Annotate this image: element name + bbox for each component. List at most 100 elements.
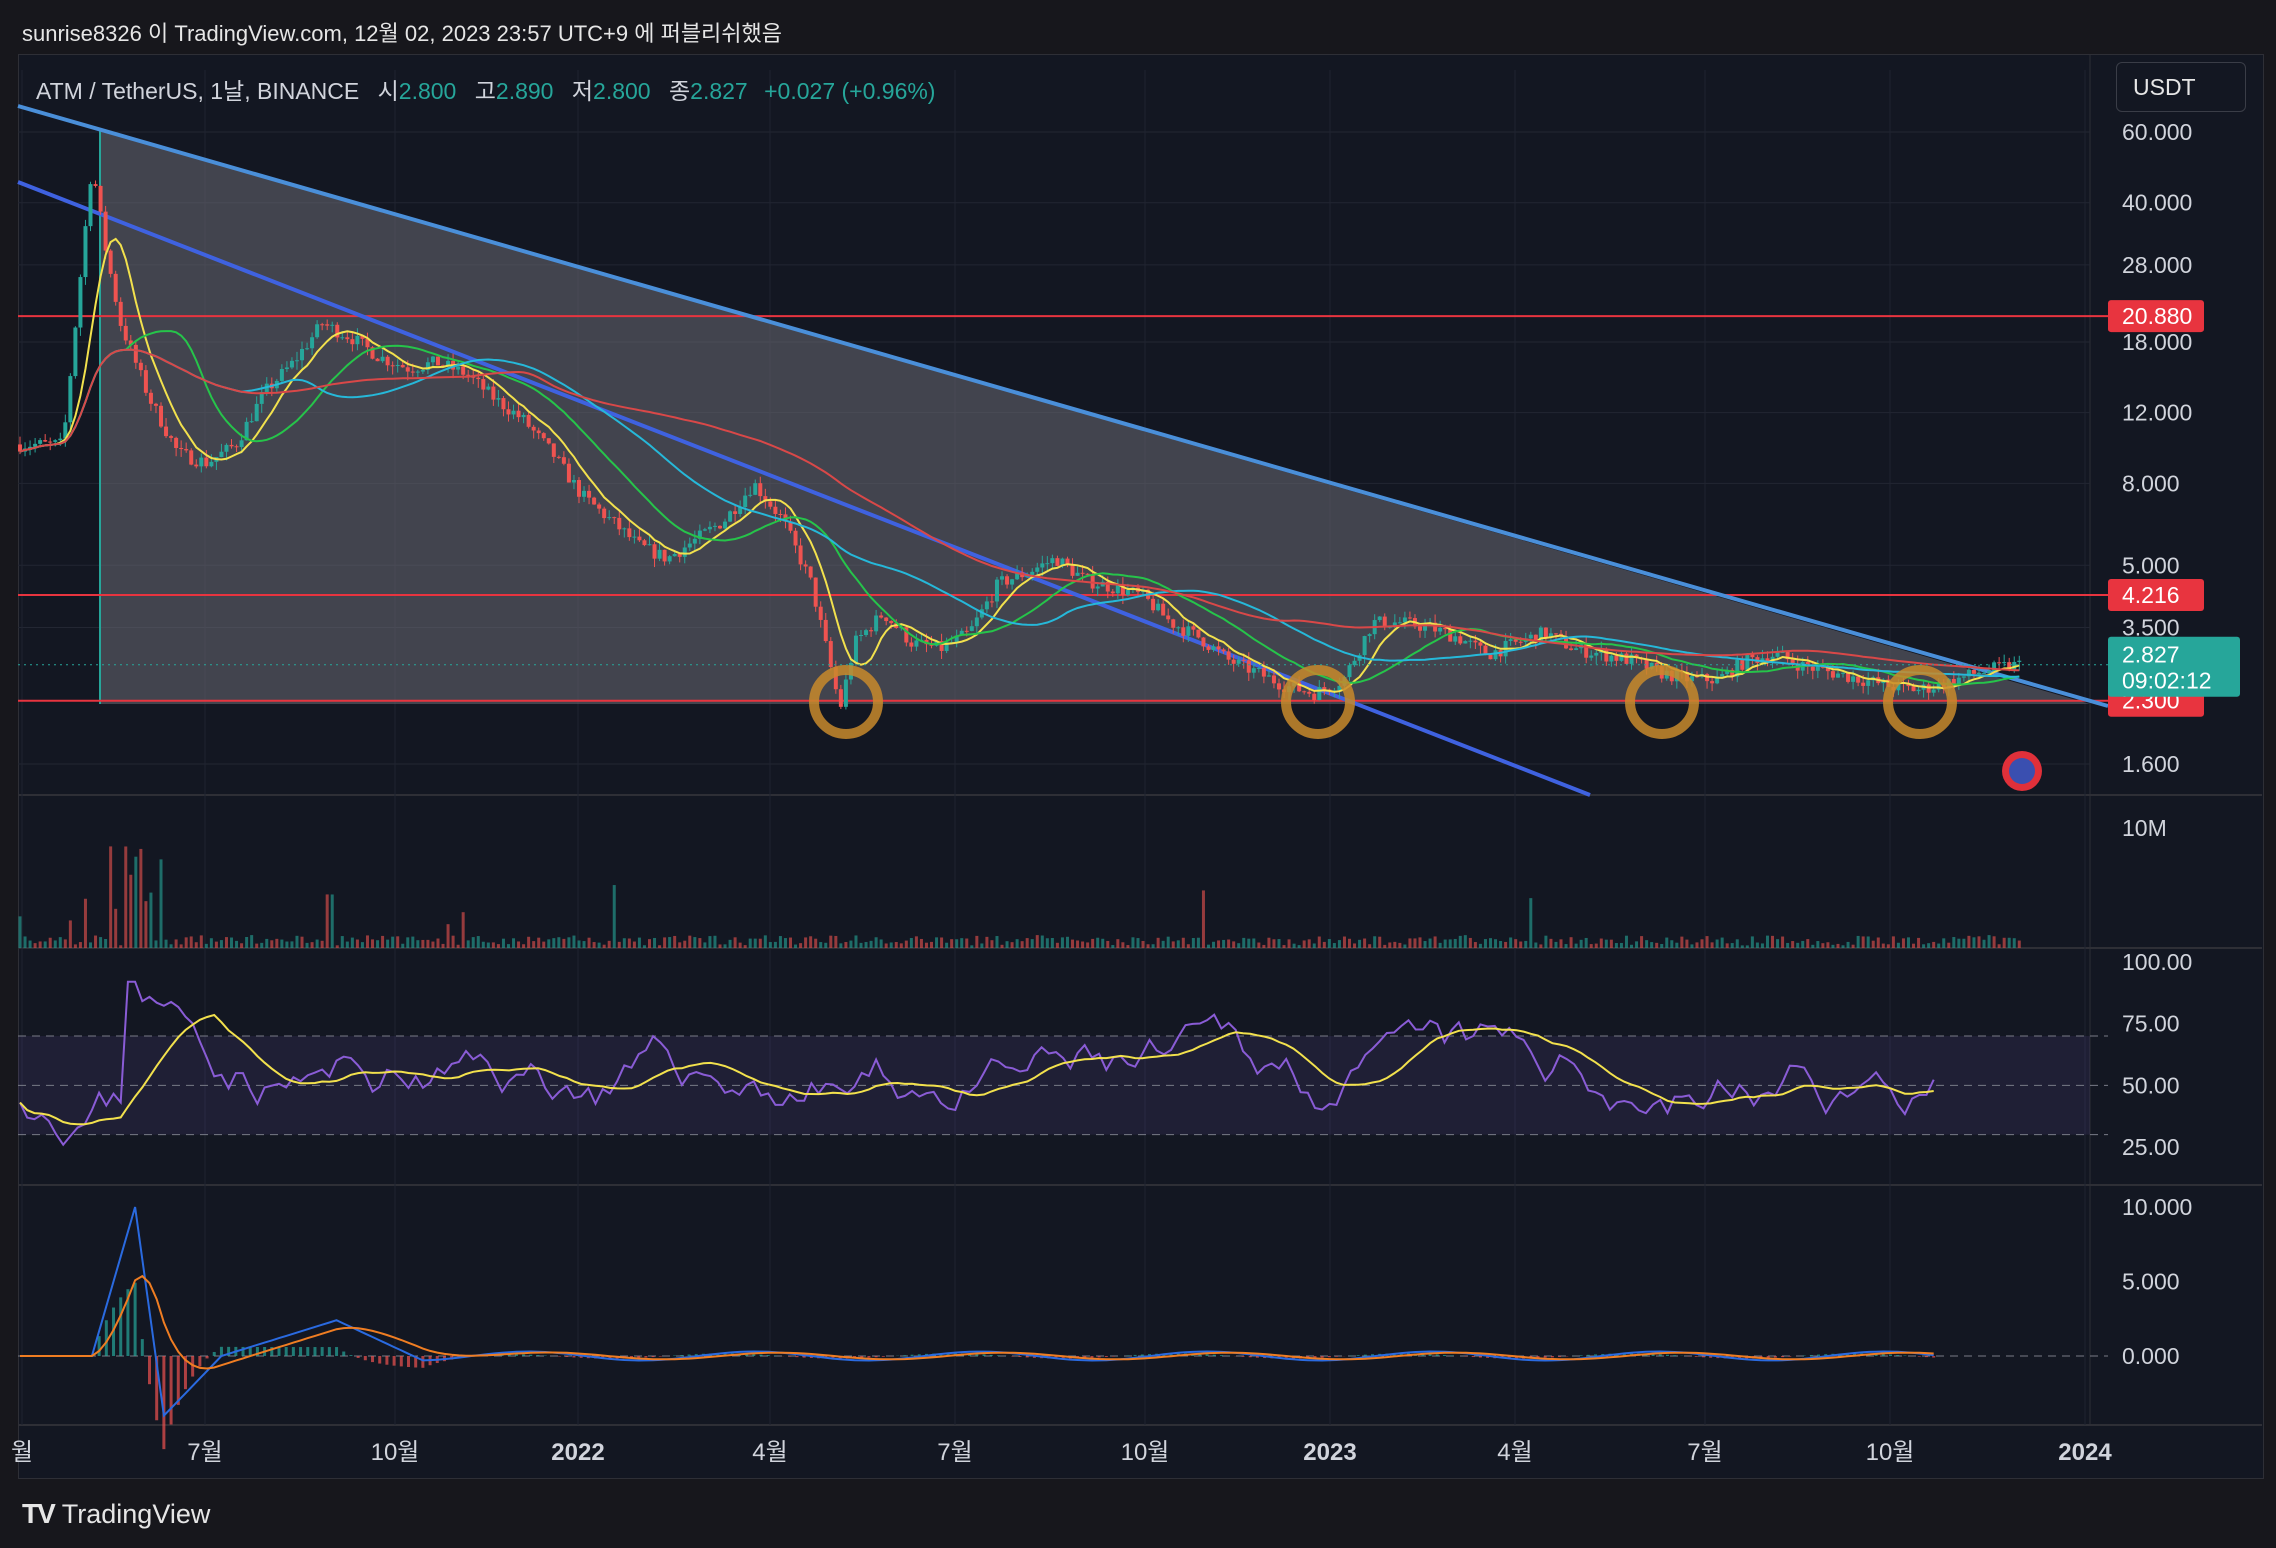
volume-bar xyxy=(1912,943,1916,948)
volume-bar xyxy=(532,941,536,948)
macd-histogram-bar xyxy=(176,1356,180,1405)
candle-body xyxy=(118,301,123,326)
volume-bar xyxy=(647,939,651,948)
volume-bar xyxy=(572,935,576,948)
volume-bar xyxy=(1604,939,1608,948)
macd-histogram-bar xyxy=(1486,1356,1490,1358)
volume-bar xyxy=(904,940,908,948)
volume-bar xyxy=(794,944,798,948)
candle-body xyxy=(889,621,894,624)
volume-bar xyxy=(1987,935,1991,948)
candle-body xyxy=(148,392,153,404)
volume-bar xyxy=(879,939,883,948)
candle-body xyxy=(1246,660,1251,673)
volume-bar xyxy=(1091,938,1095,948)
volume-bar xyxy=(799,943,803,948)
volume-bar xyxy=(1796,942,1800,948)
volume-bar xyxy=(1373,936,1377,948)
macd-histogram-bar xyxy=(1241,1356,1245,1357)
macd-histogram-bar xyxy=(1658,1354,1662,1356)
support-touch-circle xyxy=(1281,665,1355,739)
macd-histogram-bar xyxy=(1435,1354,1439,1356)
volume-bar xyxy=(924,942,928,948)
candle-body xyxy=(310,337,315,349)
macd-histogram-bar xyxy=(371,1356,375,1363)
volume-bar xyxy=(708,936,712,948)
macd-histogram-bar xyxy=(1212,1354,1216,1356)
candle-body xyxy=(793,530,798,546)
macd-histogram-bar xyxy=(1248,1356,1252,1358)
volume-bar xyxy=(1327,939,1331,948)
candle-body xyxy=(521,414,526,418)
volume-bar xyxy=(486,942,490,948)
candle-body xyxy=(1745,653,1750,670)
currency-selector[interactable]: USDT xyxy=(2116,62,2246,112)
macd-histogram-bar xyxy=(565,1356,569,1357)
moving-average-line xyxy=(19,348,2020,672)
volume-bar xyxy=(1443,939,1447,948)
volume-bar xyxy=(970,945,974,948)
macd-histogram-bar xyxy=(536,1355,540,1356)
candle-body xyxy=(153,403,158,406)
volume-bar xyxy=(1257,942,1261,948)
candle-body xyxy=(1750,653,1755,658)
volume-bar xyxy=(300,936,304,948)
macd-histogram-bar xyxy=(680,1354,684,1356)
low-label: 저 xyxy=(571,78,594,104)
candle-body xyxy=(385,356,390,366)
macd-histogram-bar xyxy=(399,1356,403,1367)
candle-body xyxy=(1362,636,1367,656)
candle-body xyxy=(1906,683,1911,687)
candle-body xyxy=(1402,617,1407,623)
macd-histogram-bar xyxy=(788,1356,792,1357)
volume-bar xyxy=(1111,945,1115,948)
candle-body xyxy=(68,376,73,423)
volume-bar xyxy=(285,941,289,948)
candle-body xyxy=(73,327,78,377)
candle-body xyxy=(1453,636,1458,642)
macd-histogram-bar xyxy=(1917,1356,1921,1357)
volume-bar xyxy=(1791,941,1795,948)
volume-bar xyxy=(1483,939,1487,948)
volume-bar xyxy=(1730,943,1734,948)
candle-body xyxy=(491,386,496,400)
close-value: 2.827 xyxy=(690,78,748,104)
volume-bar xyxy=(1206,944,1210,948)
volume-bar xyxy=(1614,943,1618,948)
volume-bar xyxy=(1609,939,1613,948)
volume-bar xyxy=(748,938,752,948)
candle-body xyxy=(879,615,884,618)
candle-body xyxy=(738,507,743,514)
candle-body xyxy=(1569,648,1574,650)
macd-tick-label: 0.000 xyxy=(2122,1343,2180,1369)
volume-bar xyxy=(1655,942,1659,948)
candle-body xyxy=(93,184,98,186)
candle-body xyxy=(1483,645,1488,655)
volume-bar xyxy=(99,937,103,948)
candle-body xyxy=(78,277,83,328)
last-price-box xyxy=(2108,636,2240,697)
candle-body xyxy=(556,456,561,458)
macd-tick-label: 10.000 xyxy=(2122,1194,2192,1220)
footer-brand[interactable]: TV TradingView xyxy=(22,1498,210,1530)
macd-histogram-bar xyxy=(1896,1355,1900,1356)
volume-bar xyxy=(668,937,672,948)
volume-bar xyxy=(265,938,269,948)
macd-histogram-bar xyxy=(752,1354,756,1356)
volume-bar xyxy=(270,940,274,948)
candle-body xyxy=(597,504,602,509)
macd-histogram-bar xyxy=(363,1356,367,1361)
volume-bar xyxy=(1896,942,1900,948)
macd-histogram-bar xyxy=(1450,1355,1454,1356)
candle-body xyxy=(1825,667,1830,672)
volume-bar xyxy=(33,943,37,948)
volume-bar xyxy=(874,937,878,948)
candle-body xyxy=(254,403,259,422)
volume-bar xyxy=(416,940,420,948)
candle-body xyxy=(2002,662,2007,664)
candle-body xyxy=(1820,666,1825,668)
volume-bar xyxy=(1771,935,1775,948)
candle-body xyxy=(546,438,551,444)
macd-histogram-bar xyxy=(1586,1354,1590,1356)
